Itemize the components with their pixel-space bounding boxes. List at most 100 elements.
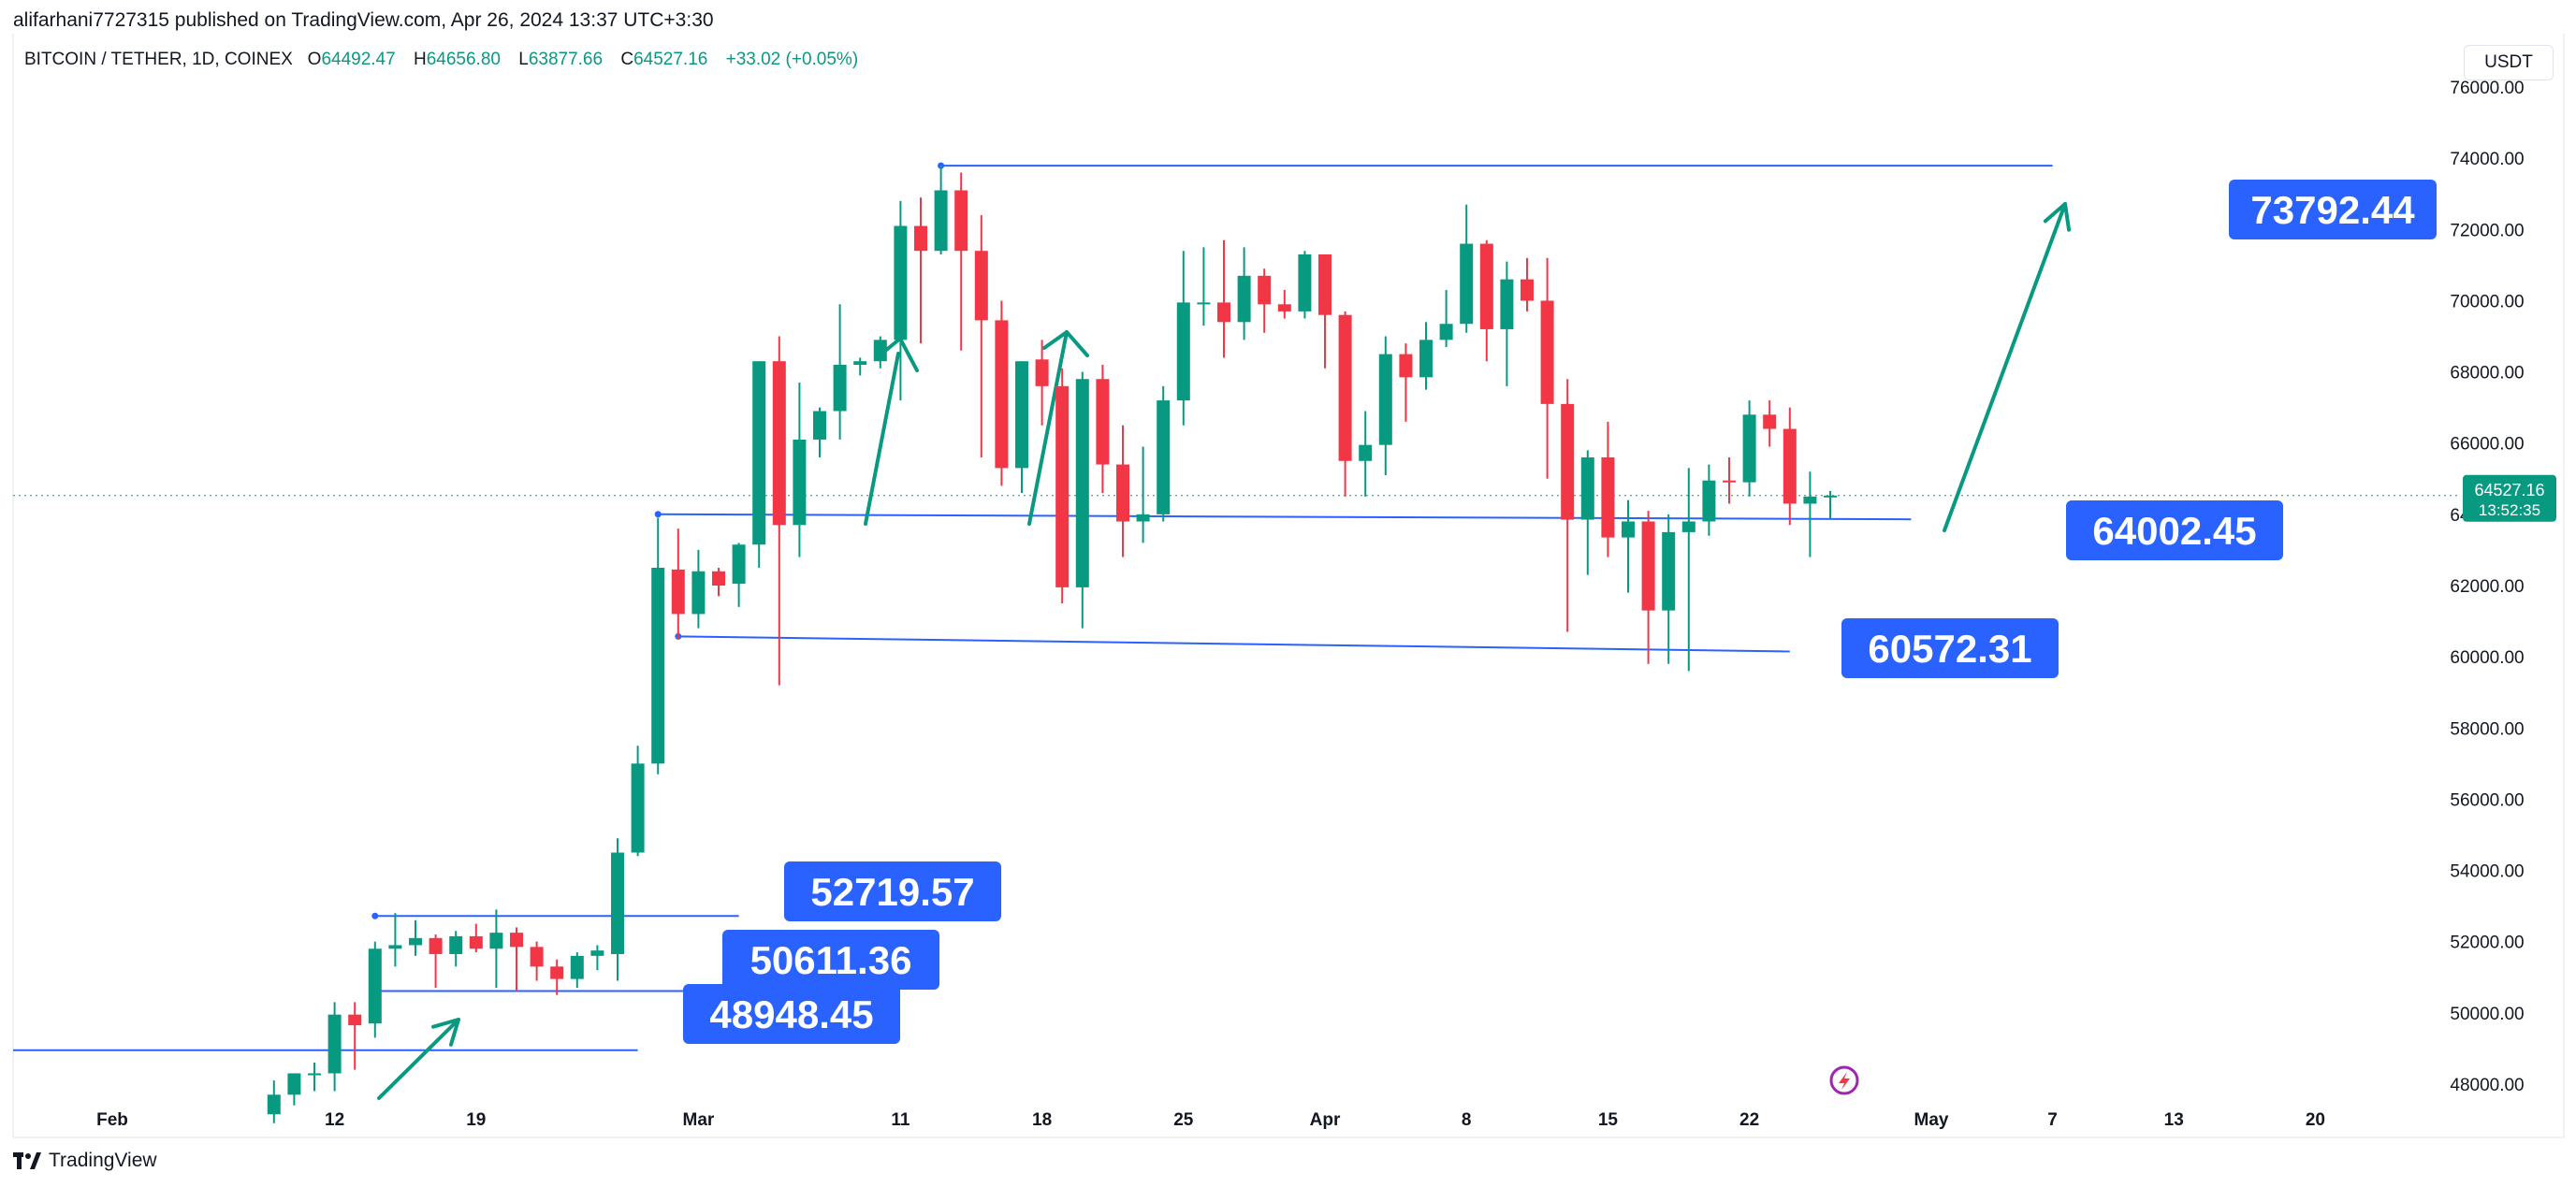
candle [1763,400,1777,447]
level-label-50611.36[interactable]: 50611.36 [722,930,939,990]
change-value: +33.02 (+0.05%) [725,50,859,69]
candle [1479,239,1493,362]
candle-body [631,763,645,853]
level-label-60572.31[interactable]: 60572.31 [1841,618,2059,678]
candle-body [510,933,523,948]
level-label-text: 64002.45 [2092,509,2256,553]
candle [853,357,867,376]
candle-body [1783,428,1797,504]
candle-body [691,571,706,615]
candle [590,945,604,971]
candle [1217,239,1230,358]
y-tick-label: 60000.00 [2450,648,2524,668]
candle-body [1096,379,1110,465]
candle-body [853,361,867,365]
x-axis[interactable]: Feb 12 19 Mar 11 18 25 Apr 8 15 22 May 7 13 20 [96,1110,2325,1130]
candle-body [1277,304,1291,311]
candle-body [287,1073,301,1095]
level-label-bg [2066,500,2283,560]
arrow-feb-up[interactable] [377,1018,460,1100]
candle-body [1622,521,1635,538]
level-lines[interactable] [13,162,2053,1051]
y-tick-label: 72000.00 [2450,221,2524,240]
candle-body [793,439,807,526]
candle-body [530,947,544,967]
lightning-icon[interactable] [1829,1065,1859,1095]
y-tick-label: 48000.00 [2450,1076,2524,1095]
candle [813,407,826,457]
level-label-bg [1841,618,2059,678]
level-label-48948.45[interactable]: 48948.45 [683,984,900,1044]
candle [974,215,988,457]
x-tick-label: 7 [2047,1110,2058,1130]
candle [1338,311,1352,497]
y-tick-label: 54000.00 [2450,862,2524,882]
candle [1359,411,1373,497]
y-tick-label: 58000.00 [2450,719,2524,739]
candle [934,165,948,254]
candle [1601,421,1615,557]
support-64002-line[interactable] [658,513,1912,521]
level-label-64002.45[interactable]: 64002.45 [2066,500,2283,560]
candle [651,517,665,774]
candle-body [308,1073,321,1076]
candle-body [833,365,847,412]
tradingview-logo-icon [13,1152,41,1169]
candle-body [1197,302,1211,305]
candle-body [1500,279,1514,329]
candle [1803,471,1817,557]
price-tag-value: 64527.16 [2474,481,2544,499]
level-label-52719.57[interactable]: 52719.57 [784,861,1001,921]
candle-body [1479,243,1493,329]
candle [469,923,483,953]
candle [327,1002,342,1092]
candle-body [1742,414,1756,483]
arrow-target-up[interactable] [1943,202,2067,532]
candle [348,1002,362,1070]
candle [691,549,706,629]
level-label-text: 50611.36 [750,938,912,982]
candle-body [894,225,908,340]
x-tick-label: 15 [1598,1110,1619,1130]
currency-button[interactable]: USDT [2464,45,2554,80]
candle-body [1136,514,1150,522]
support-60572-line[interactable] [677,635,1790,653]
footer-brand: TradingView [49,1150,157,1171]
level-labels[interactable]: 73792.44 64002.45 60572.31 52719.57 50611.36… [683,180,2437,1044]
candle-body [1075,379,1089,587]
candle-body [914,225,927,252]
candle [1540,257,1554,479]
candle [995,300,1009,486]
candle [1580,450,1594,575]
candle [1035,340,1049,426]
candle [1521,257,1534,311]
candle [914,197,927,344]
candle-body [1662,531,1676,611]
candle-body [995,320,1009,469]
y-tick-label: 68000.00 [2450,364,2524,384]
y-axis[interactable]: 48000.00 50000.00 52000.00 54000.00 56000.00… [2450,79,2524,1095]
arrow-mar-leg[interactable] [864,352,900,526]
candle [631,745,645,857]
x-tick-label: 20 [2306,1110,2325,1130]
candle-body [1460,243,1474,325]
candle-body [611,852,624,954]
candle-body [1540,300,1554,404]
x-tick-label: 18 [1032,1110,1052,1130]
candle-body [1237,275,1251,323]
arrow-mar18-tip[interactable] [1042,330,1089,357]
candle [833,304,847,440]
tradingview-footer[interactable]: TradingView [13,1150,157,1172]
candle-body [1580,456,1594,520]
symbol-title[interactable]: BITCOIN / TETHER, 1D, COINEX [24,50,293,69]
level-label-73792.44[interactable]: 73792.44 [2229,180,2437,239]
level-label-text: 52719.57 [810,870,974,914]
candle [1116,425,1129,557]
level-label-text: 60572.31 [1868,627,2031,671]
arrow-mar18-leg[interactable] [1027,330,1069,526]
price-tag-bg [2463,474,2556,522]
candle-body [671,569,685,615]
candle-body [1378,354,1392,445]
candle-body [489,933,503,949]
